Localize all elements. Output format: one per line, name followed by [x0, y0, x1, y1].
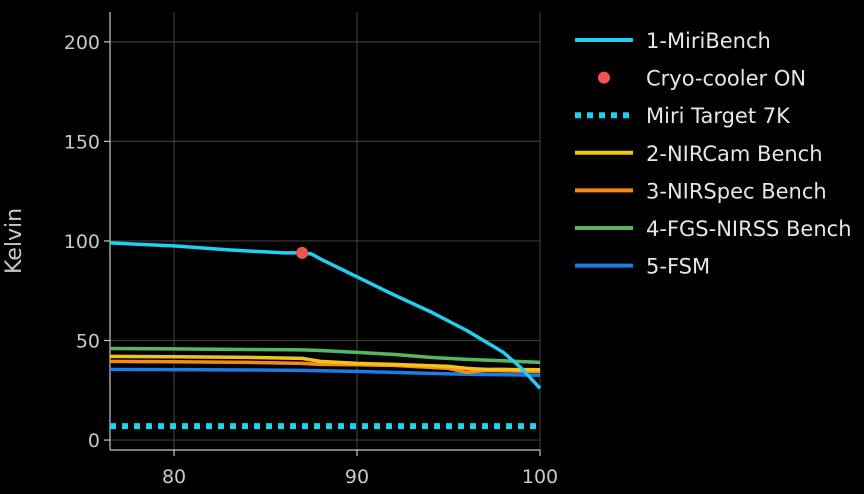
legend-label: 5-FSM	[646, 255, 710, 279]
plot-area	[109, 241, 542, 430]
legend-label: 3-NIRSpec Bench	[646, 179, 827, 203]
legend-item[interactable]: Miri Target 7K	[575, 104, 791, 128]
4-fgs-nirss-bench-line	[109, 346, 541, 365]
y-tick-label: 50	[76, 331, 100, 353]
x-tick-label: 100	[522, 466, 558, 488]
legend-item[interactable]: 4-FGS-NIRSS Bench	[575, 217, 852, 241]
legend-label: 2-NIRCam Bench	[646, 142, 823, 166]
legend-item[interactable]: 2-NIRCam Bench	[575, 142, 823, 166]
1-miribench-line	[109, 241, 542, 390]
legend-item[interactable]: 1-MiriBench	[575, 29, 771, 53]
legend-label: Miri Target 7K	[646, 104, 791, 128]
x-tick-label: 90	[345, 466, 369, 488]
grid	[110, 12, 541, 450]
axes: Kelvin 0 50 100 150 200 80 90 100	[2, 12, 558, 488]
x-tick-label: 80	[162, 466, 186, 488]
y-tick-label: 0	[88, 430, 100, 452]
y-axis-label: Kelvin	[2, 208, 27, 274]
y-tick-label: 150	[64, 131, 100, 153]
legend-swatch	[598, 71, 610, 84]
y-tick-label: 100	[64, 231, 100, 253]
2-nircam-bench-line	[109, 354, 541, 372]
legend-item[interactable]: Cryo-cooler ON	[598, 67, 806, 91]
legend-label: Cryo-cooler ON	[646, 67, 806, 91]
legend-item[interactable]: 3-NIRSpec Bench	[575, 179, 827, 203]
legend-item[interactable]: 5-FSM	[575, 255, 710, 279]
legend[interactable]: 1-MiriBench Cryo-cooler ON Miri Target 7K 2…	[575, 29, 852, 279]
cryo-cooler-on-marker	[296, 246, 309, 259]
legend-label: 1-MiriBench	[646, 29, 771, 53]
y-tick-label: 200	[64, 32, 100, 54]
5-fsm-line	[109, 367, 541, 378]
legend-label: 4-FGS-NIRSS Bench	[646, 217, 852, 241]
